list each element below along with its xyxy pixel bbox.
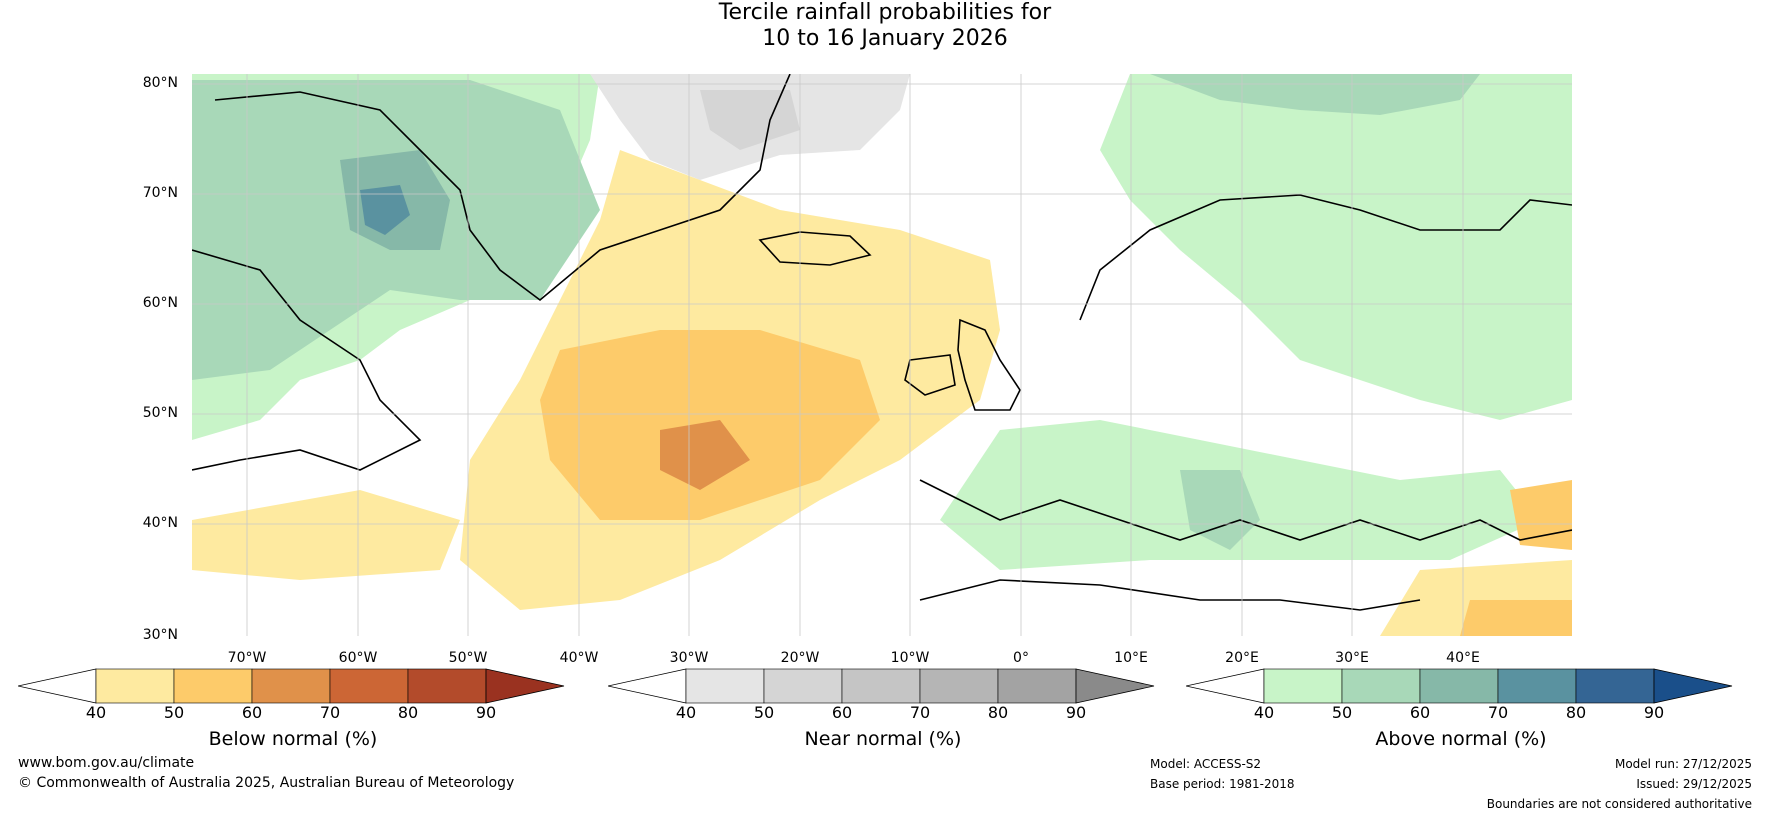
below-segment-50 bbox=[173, 668, 253, 704]
above-tick-60: 60 bbox=[1409, 703, 1431, 722]
lon-label-30e: 30°E bbox=[1335, 650, 1369, 666]
near-segment-50 bbox=[763, 668, 843, 704]
coastline-britain bbox=[957, 318, 1021, 411]
region-below-westatlantic bbox=[192, 490, 460, 580]
near-tick-60: 60 bbox=[831, 703, 853, 722]
above-segment-80 bbox=[1575, 668, 1655, 704]
near-segment-70 bbox=[919, 668, 999, 704]
near-tick-80: 80 bbox=[987, 703, 1009, 722]
footer-disclaimer: Boundaries are not considered authoritat… bbox=[1486, 797, 1752, 811]
lat-label-80n: 80°N bbox=[142, 75, 178, 91]
lon-label-50w: 50°W bbox=[448, 650, 488, 666]
footer-model-run: Model run: 27/12/2025 bbox=[1614, 757, 1752, 771]
region-near-arctic-dark bbox=[700, 90, 800, 150]
footer-copyright: © Commonwealth of Australia 2025, Austra… bbox=[18, 775, 515, 791]
near-low-triangle bbox=[608, 668, 687, 704]
above-tick-70: 70 bbox=[1487, 703, 1509, 722]
above-segment-50 bbox=[1341, 668, 1421, 704]
lon-label-10w: 10°W bbox=[890, 650, 930, 666]
lat-label-60n: 60°N bbox=[142, 295, 178, 311]
colorbar-near-ticks: 40 50 60 70 80 90 bbox=[608, 703, 1158, 723]
footer-website[interactable]: www.bom.gov.au/climate bbox=[18, 755, 195, 771]
coastline-north-africa bbox=[919, 579, 1421, 611]
above-segment-70 bbox=[1497, 668, 1577, 704]
footer-model: Model: ACCESS-S2 bbox=[1150, 757, 1262, 771]
coastline-ireland bbox=[904, 354, 956, 396]
near-segment-60 bbox=[841, 668, 921, 704]
title-line-2: 10 to 16 January 2026 bbox=[762, 26, 1008, 51]
colorbar-near-title: Near normal (%) bbox=[804, 728, 962, 750]
region-below-mideast-50 bbox=[1460, 600, 1572, 636]
colorbar-above-title: Above normal (%) bbox=[1375, 728, 1547, 750]
near-segment-40 bbox=[685, 668, 765, 704]
colorbar-below-ticks: 40 50 60 70 80 90 bbox=[18, 703, 568, 723]
colorbar-above-normal bbox=[1186, 668, 1733, 704]
chart-title: Tercile rainfall probabilities for 10 to… bbox=[0, 0, 1770, 52]
footer-issued: Issued: 29/12/2025 bbox=[1636, 777, 1752, 791]
coastline-scandinavia bbox=[1079, 194, 1572, 321]
colorbar-above-ticks: 40 50 60 70 80 90 bbox=[1186, 703, 1736, 723]
coastline-europe-south bbox=[919, 479, 1572, 541]
below-tick-40: 40 bbox=[85, 703, 107, 722]
above-tick-40: 40 bbox=[1253, 703, 1275, 722]
region-above-balkans bbox=[1180, 470, 1260, 550]
above-segment-60 bbox=[1419, 668, 1499, 704]
title-line-1: Tercile rainfall probabilities for bbox=[718, 0, 1052, 25]
above-segment-40 bbox=[1263, 668, 1343, 704]
region-above-greenland-70 bbox=[360, 185, 410, 235]
below-tick-60: 60 bbox=[241, 703, 263, 722]
lon-label-40e: 40°E bbox=[1446, 650, 1480, 666]
above-tick-90: 90 bbox=[1643, 703, 1665, 722]
above-tick-50: 50 bbox=[1331, 703, 1353, 722]
near-high-triangle bbox=[1075, 668, 1155, 704]
lon-label-20e: 20°E bbox=[1225, 650, 1259, 666]
coastline-labrador bbox=[192, 249, 422, 471]
lon-label-40w: 40°W bbox=[559, 650, 599, 666]
below-segment-70 bbox=[329, 668, 409, 704]
lat-label-70n: 70°N bbox=[142, 185, 178, 201]
region-below-atlantic-60 bbox=[660, 420, 750, 490]
lon-label-10e: 10°E bbox=[1114, 650, 1148, 666]
above-high-triangle bbox=[1653, 668, 1733, 704]
near-tick-90: 90 bbox=[1065, 703, 1087, 722]
below-tick-80: 80 bbox=[397, 703, 419, 722]
below-tick-90: 90 bbox=[475, 703, 497, 722]
below-segment-60 bbox=[251, 668, 331, 704]
lat-label-50n: 50°N bbox=[142, 405, 178, 421]
below-low-triangle bbox=[18, 668, 97, 704]
lon-label-60w: 60°W bbox=[338, 650, 378, 666]
below-tick-70: 70 bbox=[319, 703, 341, 722]
lon-label-70w: 70°W bbox=[227, 650, 267, 666]
colorbar-below-title: Below normal (%) bbox=[208, 728, 378, 750]
footer-base-period: Base period: 1981-2018 bbox=[1150, 777, 1295, 791]
near-tick-50: 50 bbox=[753, 703, 775, 722]
lon-label-30w: 30°W bbox=[669, 650, 709, 666]
colorbar-near-normal bbox=[608, 668, 1155, 704]
colorbar-below-normal bbox=[18, 668, 565, 704]
below-high-triangle bbox=[485, 668, 565, 704]
near-tick-40: 40 bbox=[675, 703, 697, 722]
coastline-greenland bbox=[214, 74, 791, 302]
above-tick-80: 80 bbox=[1565, 703, 1587, 722]
region-above-scandinavia bbox=[1100, 74, 1572, 420]
below-segment-40 bbox=[95, 668, 175, 704]
lon-label-20w: 20°W bbox=[780, 650, 820, 666]
near-tick-70: 70 bbox=[909, 703, 931, 722]
lon-label-0: 0° bbox=[1013, 650, 1029, 666]
map-plot-area bbox=[192, 74, 1572, 636]
below-segment-80 bbox=[407, 668, 487, 704]
map-gridlines bbox=[192, 74, 1572, 636]
near-segment-80 bbox=[997, 668, 1077, 704]
lat-label-30n: 30°N bbox=[142, 627, 178, 643]
lat-label-40n: 40°N bbox=[142, 515, 178, 531]
above-low-triangle bbox=[1186, 668, 1265, 704]
below-tick-50: 50 bbox=[163, 703, 185, 722]
